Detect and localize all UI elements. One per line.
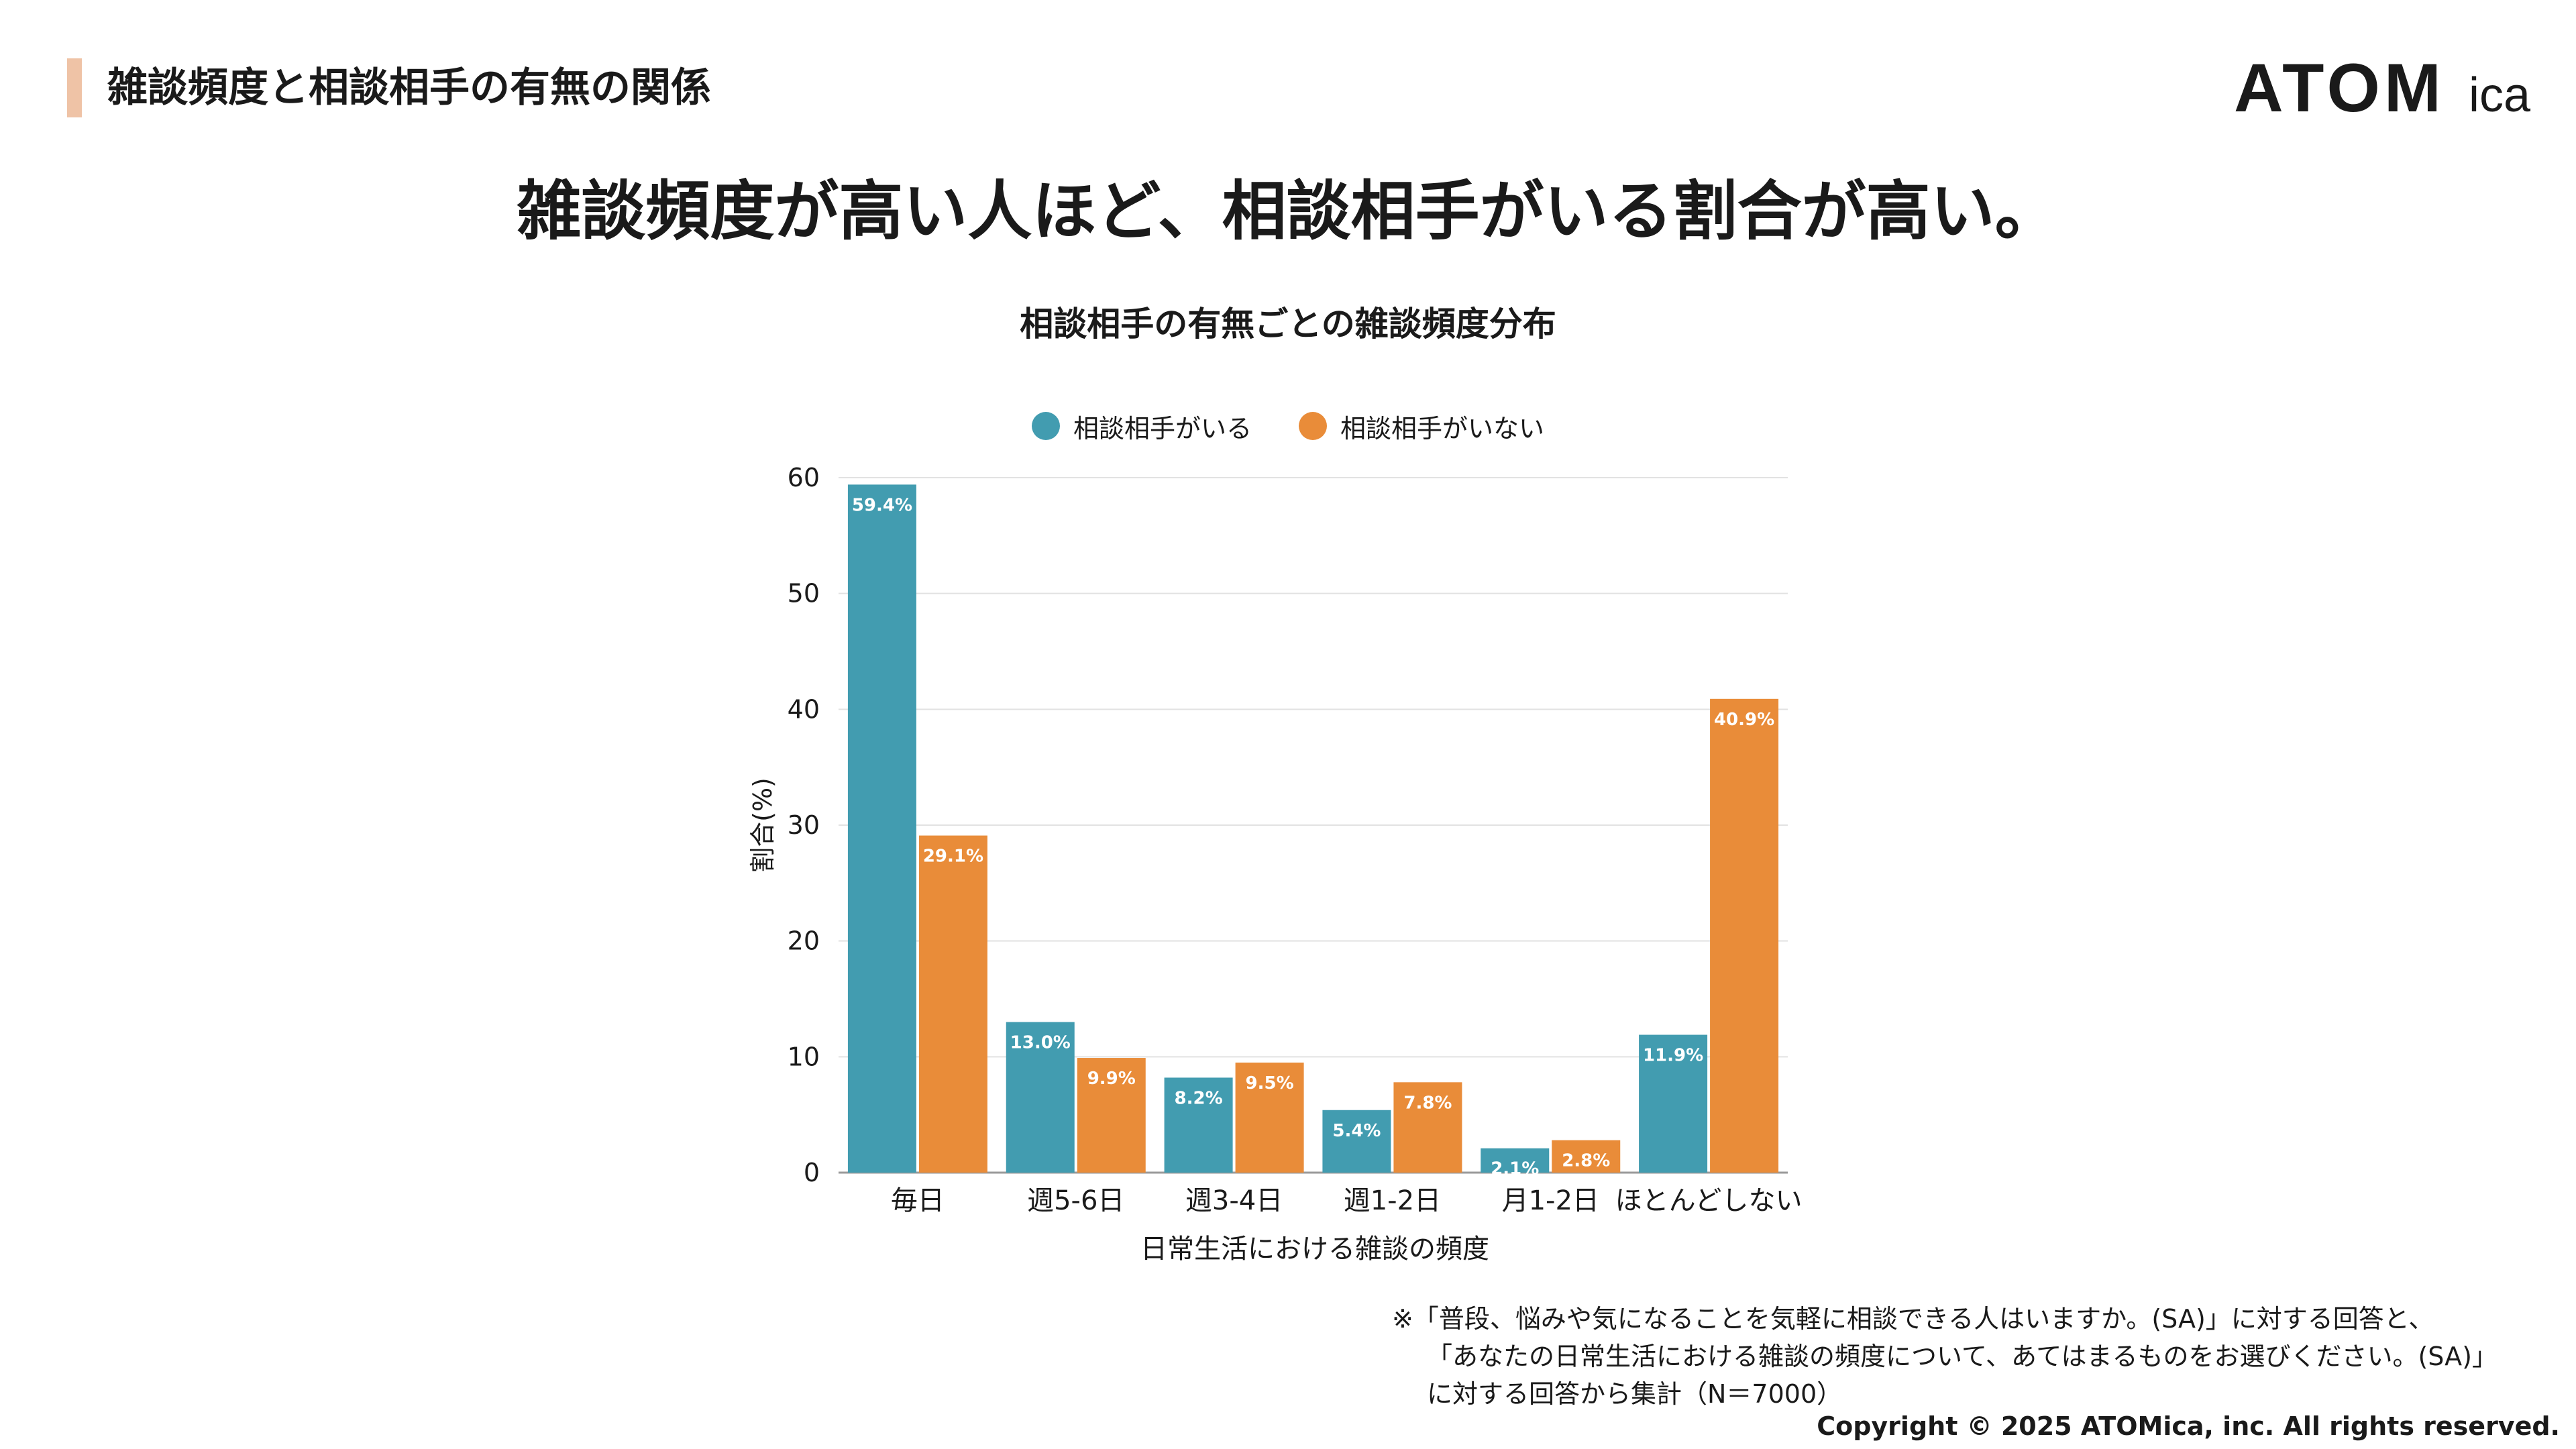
y-tick-label: 60: [788, 463, 820, 492]
x-axis-label: 日常生活における雑談の頻度: [1140, 1234, 1489, 1265]
y-axis-label: 割合(%): [748, 777, 777, 873]
bar-value-label: 11.9%: [1643, 1046, 1703, 1066]
y-tick-label: 30: [788, 810, 820, 840]
legend-label: 相談相手がいる: [1073, 413, 1252, 443]
bar-without-advisor: [1077, 1058, 1146, 1173]
bar-without-advisor: [918, 835, 987, 1173]
bar-value-label: 2.1%: [1491, 1159, 1539, 1179]
chart-grid: [839, 477, 1788, 1174]
bar-with-advisor: [1322, 1110, 1391, 1173]
bar-value-labels: 59.4% 29.1% 13.0% 9.9% 8.2% 9.5% 5.4% 7.8% 2.1% 2…: [852, 495, 1774, 1179]
x-tick-label: 週1-2日: [1344, 1185, 1441, 1216]
y-tick-label: 50: [788, 579, 820, 608]
logo-light-text: ica: [2469, 68, 2531, 122]
x-tick-label: 毎日: [891, 1185, 945, 1216]
y-tick-label: 10: [788, 1042, 820, 1071]
bar-value-label: 40.9%: [1714, 710, 1774, 730]
bar-without-advisor: [1710, 698, 1779, 1173]
chart-legend: 相談相手がいる 相談相手がいない: [0, 406, 2576, 446]
x-tick-label: 週3-4日: [1185, 1185, 1283, 1216]
bar-value-label: 13.0%: [1010, 1033, 1071, 1053]
x-tick-label: 月1-2日: [1502, 1185, 1599, 1216]
bar-without-advisor: [1235, 1062, 1304, 1173]
legend-item-with-advisor: 相談相手がいる: [1031, 408, 1252, 445]
footnote-line-2: 「あなたの日常生活における雑談の頻度について、あてはまるものをお選びください。(…: [1427, 1342, 2498, 1371]
bar-with-advisor: [847, 484, 916, 1173]
bar-value-label: 29.1%: [923, 847, 983, 867]
headline: 雑談頻度が高い人ほど、相談相手がいる割合が高い。: [517, 174, 2059, 249]
chart-title: 相談相手の有無ごとの雑談頻度分布: [1020, 305, 1556, 343]
bar-with-advisor: [1481, 1148, 1550, 1173]
legend-label: 相談相手がいない: [1340, 413, 1545, 443]
bar-chart: 0 10 20 30 40 50 60 59.4% 29.1% 13.0% 9.9% 8.2% 9.5…: [748, 463, 1803, 1265]
x-tick-label: ほとんどしない: [1615, 1185, 1803, 1216]
legend-swatch-orange: [1299, 412, 1327, 440]
bar-value-label: 9.9%: [1087, 1069, 1136, 1089]
bar-with-advisor: [1639, 1034, 1708, 1173]
bar-value-label: 9.5%: [1246, 1073, 1294, 1093]
y-tick-label: 0: [804, 1158, 820, 1187]
bar-with-advisor: [1006, 1022, 1075, 1173]
x-tick-label: 週5-6日: [1027, 1185, 1124, 1216]
y-axis-ticks: 0 10 20 30 40 50 60: [788, 463, 820, 1187]
atomica-logo: ATOM ica: [2234, 52, 2531, 126]
bar-without-advisor: [1552, 1140, 1621, 1173]
footnote-line-1: ※「普段、悩みや気になることを気軽に相談できる人はいますか。(SA)」に対する回…: [1392, 1304, 2434, 1334]
bar-value-label: 5.4%: [1332, 1121, 1381, 1141]
bar-value-label: 59.4%: [852, 495, 912, 515]
bar-value-label: 2.8%: [1562, 1151, 1610, 1171]
x-axis-ticks: 毎日 週5-6日 週3-4日 週1-2日 月1-2日 ほとんどしない: [891, 1185, 1803, 1216]
y-tick-label: 20: [788, 926, 820, 956]
bar-with-advisor: [1164, 1077, 1233, 1173]
legend-item-without-advisor: 相談相手がいない: [1299, 408, 1544, 445]
bar-without-advisor: [1393, 1082, 1462, 1173]
y-tick-label: 40: [788, 694, 820, 724]
bar-value-label: 8.2%: [1175, 1088, 1223, 1108]
legend-swatch-teal: [1031, 412, 1060, 440]
footnote: ※「普段、悩みや気になることを気軽に相談できる人はいますか。(SA)」に対する回…: [1392, 1300, 2498, 1413]
bar-value-label: 7.8%: [1403, 1093, 1452, 1113]
logo-bold-text: ATOM: [2234, 52, 2445, 126]
header-accent-bar: [67, 58, 82, 117]
footnote-line-3: に対する回答から集計（N＝7000）: [1427, 1379, 1843, 1409]
chart-bars: [847, 484, 1779, 1173]
page-title: 雑談頻度と相談相手の有無の関係: [107, 64, 711, 111]
copyright: Copyright © 2025 ATOMica, inc. All right…: [1817, 1411, 2560, 1441]
